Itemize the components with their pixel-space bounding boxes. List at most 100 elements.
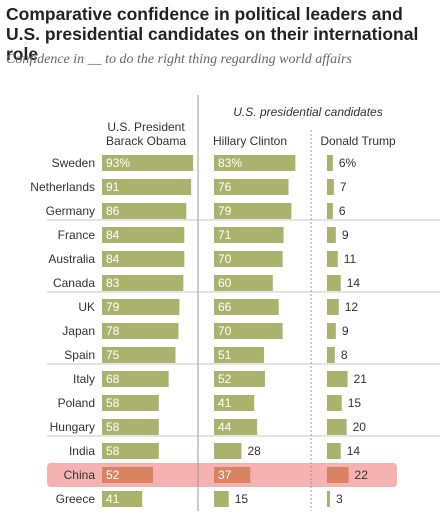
bar xyxy=(327,275,341,291)
bar xyxy=(102,179,192,195)
bar xyxy=(214,347,264,363)
series-header: U.S. President xyxy=(107,120,185,134)
category-label: Spain xyxy=(64,348,95,362)
category-label: Japan xyxy=(62,324,95,338)
data-label: 15 xyxy=(348,396,362,410)
bar xyxy=(102,323,179,339)
data-label: 6 xyxy=(339,204,346,218)
data-label: 28 xyxy=(247,444,261,458)
data-label: 15 xyxy=(235,492,249,506)
data-label: 86 xyxy=(106,204,120,218)
bar xyxy=(102,347,176,363)
bar xyxy=(327,467,349,483)
data-label: 7 xyxy=(340,180,347,194)
series-header: Barack Obama xyxy=(106,134,186,148)
data-label: 21 xyxy=(354,372,368,386)
group-header: U.S. presidential candidates xyxy=(233,105,382,119)
bar xyxy=(102,395,159,411)
data-label: 14 xyxy=(347,276,361,290)
data-label: 44 xyxy=(218,420,232,434)
bar xyxy=(214,299,279,315)
data-label: 6% xyxy=(339,156,357,170)
data-label: 60 xyxy=(218,276,232,290)
bar xyxy=(327,419,347,435)
bar xyxy=(102,491,143,507)
bar xyxy=(102,155,194,171)
bar xyxy=(214,227,284,243)
data-label: 52 xyxy=(218,372,232,386)
data-label: 83% xyxy=(218,156,242,170)
bar xyxy=(327,491,330,507)
bar xyxy=(214,419,258,435)
data-label: 66 xyxy=(218,300,232,314)
category-label: Italy xyxy=(73,372,95,386)
category-label: Greece xyxy=(56,492,96,506)
data-label: 76 xyxy=(218,180,232,194)
bar xyxy=(214,371,265,387)
data-label: 83 xyxy=(106,276,120,290)
bar xyxy=(327,251,338,267)
data-label: 58 xyxy=(106,444,120,458)
data-label: 22 xyxy=(355,468,369,482)
data-label: 8 xyxy=(341,348,348,362)
category-label: Poland xyxy=(58,396,95,410)
data-label: 9 xyxy=(342,324,349,338)
bar xyxy=(327,227,336,243)
bar xyxy=(214,203,292,219)
category-label: China xyxy=(64,468,96,482)
data-label: 11 xyxy=(344,252,357,266)
series-header: Donald Trump xyxy=(320,134,396,148)
data-label: 84 xyxy=(106,252,120,266)
data-label: 70 xyxy=(218,252,232,266)
bar xyxy=(327,323,336,339)
data-label: 79 xyxy=(218,204,232,218)
bar xyxy=(214,251,283,267)
category-label: UK xyxy=(78,300,95,314)
bar xyxy=(214,179,289,195)
bar xyxy=(327,347,335,363)
bar xyxy=(102,251,185,267)
category-label: Hungary xyxy=(50,420,95,434)
category-label: Sweden xyxy=(52,156,95,170)
data-label: 70 xyxy=(218,324,232,338)
bar xyxy=(214,155,296,171)
data-label: 51 xyxy=(218,348,232,362)
bar xyxy=(327,155,333,171)
category-label: France xyxy=(58,228,96,242)
data-label: 93% xyxy=(106,156,130,170)
bar xyxy=(214,443,242,459)
bar xyxy=(327,203,333,219)
data-label: 71 xyxy=(218,228,232,242)
bar xyxy=(102,275,184,291)
bar xyxy=(214,491,229,507)
data-label: 3 xyxy=(336,492,343,506)
data-label: 68 xyxy=(106,372,120,386)
data-label: 52 xyxy=(106,468,120,482)
data-label: 41 xyxy=(106,492,120,506)
category-label: Canada xyxy=(53,276,95,290)
bar xyxy=(327,443,341,459)
bar xyxy=(102,371,169,387)
bar xyxy=(102,419,159,435)
bar xyxy=(102,443,159,459)
data-label: 12 xyxy=(345,300,359,314)
bar xyxy=(327,179,334,195)
category-label: Australia xyxy=(48,252,95,266)
series-header: Hillary Clinton xyxy=(213,134,287,148)
category-label: India xyxy=(69,444,95,458)
bar xyxy=(102,227,185,243)
data-label: 58 xyxy=(106,420,120,434)
data-label: 91 xyxy=(106,180,120,194)
bar xyxy=(327,299,339,315)
data-label: 84 xyxy=(106,228,120,242)
chart-title: Comparative confidence in political lead… xyxy=(6,4,419,64)
data-label: 41 xyxy=(218,396,232,410)
chart-subtitle: Confidence in __ to do the right thing r… xyxy=(6,52,352,67)
data-label: 75 xyxy=(106,348,120,362)
data-label: 37 xyxy=(218,468,232,482)
data-label: 78 xyxy=(106,324,120,338)
bar xyxy=(102,467,153,483)
category-label: Germany xyxy=(46,204,95,218)
category-label: Netherlands xyxy=(30,180,95,194)
bar xyxy=(214,467,251,483)
